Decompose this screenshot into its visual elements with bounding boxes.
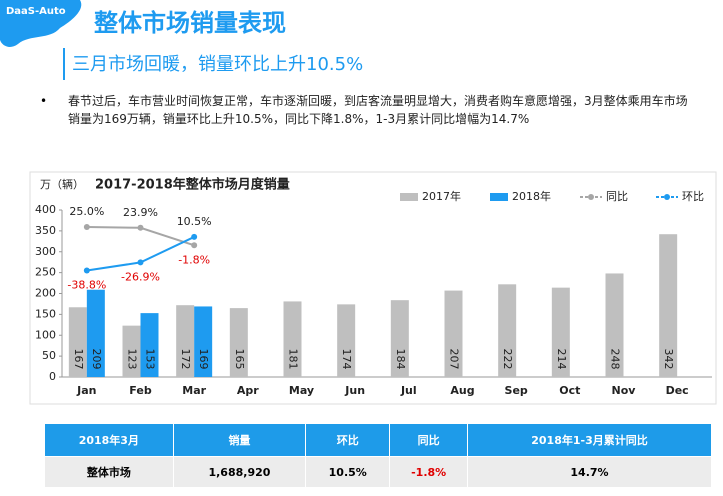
bar xyxy=(390,300,409,377)
bar-label: 181 xyxy=(287,349,300,370)
legend-label: 同比 xyxy=(606,190,628,203)
x-tick-label: Feb xyxy=(129,384,152,397)
y-tick-label: 200 xyxy=(35,287,56,300)
bullet-text: 春节过后，车市营业时间恢复正常，车市逐渐回暖，到店客流量明显增大，消费者购车意愿… xyxy=(68,94,688,126)
legend-swatch xyxy=(490,193,508,201)
line-label: 23.9% xyxy=(123,206,158,219)
x-tick-label: Mar xyxy=(182,384,206,397)
y-tick-label: 50 xyxy=(42,349,56,362)
x-tick-label: Oct xyxy=(559,384,580,397)
x-tick-label: Aug xyxy=(450,384,474,397)
bar xyxy=(337,304,356,377)
table-cell: 14.7% xyxy=(467,456,712,487)
y-tick-label: 400 xyxy=(35,203,56,216)
bar-label: 248 xyxy=(609,349,622,370)
line-point xyxy=(191,233,198,240)
line-label: -38.8% xyxy=(67,279,106,292)
line-point xyxy=(137,224,144,231)
line-point xyxy=(83,224,90,231)
title: 整体市场销量表现 xyxy=(94,9,286,37)
bar xyxy=(444,290,463,377)
bar-label: 153 xyxy=(144,349,157,370)
table-header: 2018年3月 xyxy=(45,424,174,457)
bar-label: 207 xyxy=(448,349,461,370)
legend-label: 2017年 xyxy=(422,189,461,203)
legend-label: 环比 xyxy=(682,190,704,203)
x-tick-label: Dec xyxy=(666,384,689,397)
bar-label: 174 xyxy=(340,349,353,370)
line-label: -26.9% xyxy=(121,270,160,283)
y-axis-label: 万（辆） xyxy=(40,177,84,191)
legend-swatch xyxy=(664,194,670,200)
legend-label: 2018年 xyxy=(512,189,551,203)
y-tick-label: 350 xyxy=(35,224,56,237)
bar xyxy=(659,234,678,377)
bar-label: 165 xyxy=(233,349,246,370)
table-header: 销量 xyxy=(173,424,307,457)
x-tick-label: Apr xyxy=(237,384,259,397)
bar xyxy=(68,307,87,377)
bar xyxy=(283,301,302,377)
bar-label: 123 xyxy=(126,349,139,370)
bar-label: 222 xyxy=(501,349,514,370)
line-point xyxy=(137,259,144,266)
summary-table: 2018年3月 销量 环比 同比 2018年1-3月累计同比 整体市场 1,688,920… xyxy=(45,424,712,487)
logo: DaaS-Auto xyxy=(6,6,66,17)
bar-label: 184 xyxy=(394,349,407,370)
line-label: 10.5% xyxy=(177,215,212,228)
table-header: 2018年1-3月累计同比 xyxy=(467,424,712,457)
bar xyxy=(229,308,248,377)
bar xyxy=(86,289,105,377)
bar xyxy=(551,287,570,377)
table-cell: 整体市场 xyxy=(45,456,174,487)
line-point xyxy=(83,267,90,274)
y-tick-label: 300 xyxy=(35,245,56,258)
legend-swatch xyxy=(588,194,594,200)
y-tick-label: 150 xyxy=(35,307,56,320)
bar-label: 169 xyxy=(197,349,210,370)
table-header: 环比 xyxy=(305,424,391,457)
line-point xyxy=(191,242,198,249)
bar-label: 167 xyxy=(72,349,85,370)
y-tick-label: 250 xyxy=(35,266,56,279)
chart-frame xyxy=(29,171,717,405)
x-tick-label: Jun xyxy=(344,384,365,397)
bar xyxy=(122,325,141,377)
x-tick-label: Nov xyxy=(612,384,637,397)
x-tick-label: May xyxy=(289,384,314,397)
y-tick-label: 100 xyxy=(35,328,56,341)
bar-label: 172 xyxy=(179,349,192,370)
x-tick-label: Jan xyxy=(76,384,96,397)
x-tick-label: Jul xyxy=(400,384,417,397)
bar xyxy=(194,306,213,377)
subtitle: 三月市场回暖，销量环比上升10.5% xyxy=(72,54,363,75)
table-header: 同比 xyxy=(389,424,468,457)
line-label: -1.8% xyxy=(178,253,210,266)
bar xyxy=(605,273,624,377)
legend-swatch xyxy=(400,193,418,201)
logo-splash xyxy=(0,0,82,47)
bar xyxy=(498,284,517,377)
bullet-dot: • xyxy=(40,94,48,108)
line-label: 25.0% xyxy=(69,205,104,218)
x-tick-label: Sep xyxy=(505,384,528,397)
bar-label: 209 xyxy=(90,349,103,370)
chart: DaaS-Auto 整体市场销量表现 三月市场回暖，销量环比上升10.5% 万（… xyxy=(0,0,717,405)
table-cell: 10.5% xyxy=(305,456,391,487)
bar-label: 214 xyxy=(555,349,568,370)
table-cell: 1,688,920 xyxy=(173,456,307,487)
table-cell: -1.8% xyxy=(389,456,468,487)
bar xyxy=(176,305,195,377)
bar xyxy=(140,313,159,377)
bar-label: 342 xyxy=(662,349,675,370)
chart-title: 2017-2018年整体市场月度销量 xyxy=(95,177,290,193)
y-tick-label: 0 xyxy=(49,370,56,383)
